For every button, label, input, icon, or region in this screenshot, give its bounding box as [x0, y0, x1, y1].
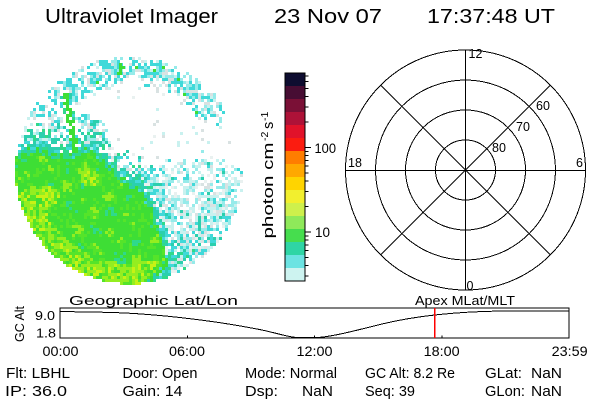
svg-text:0: 0: [467, 279, 474, 293]
svg-text:18:00: 18:00: [424, 344, 460, 359]
svg-text:00:00: 00:00: [43, 344, 79, 359]
svg-text:Seq: 39: Seq: 39: [365, 384, 415, 400]
svg-text:6: 6: [576, 156, 583, 170]
svg-text:GLat:: GLat:: [485, 366, 522, 382]
svg-text:9.0: 9.0: [35, 309, 55, 323]
svg-text:NaN: NaN: [531, 384, 562, 400]
svg-text:Geographic Lat/Lon: Geographic Lat/Lon: [69, 294, 238, 308]
svg-text:GLon:: GLon:: [485, 384, 525, 400]
svg-text:GC Alt: 8.2 Re: GC Alt: 8.2 Re: [365, 366, 455, 382]
svg-text:NaN: NaN: [531, 366, 562, 382]
svg-text:18: 18: [348, 156, 362, 170]
svg-text:23:59: 23:59: [552, 344, 588, 359]
svg-text:10: 10: [315, 224, 330, 240]
svg-text:s: s: [261, 122, 277, 129]
svg-text:70: 70: [516, 120, 530, 134]
svg-text:100: 100: [315, 140, 337, 156]
svg-text:GC Alt: GC Alt: [13, 305, 27, 342]
svg-text:Door: Open: Door: Open: [123, 366, 198, 382]
svg-text:Gain: 14: Gain: 14: [123, 384, 183, 400]
svg-text:12:00: 12:00: [297, 344, 333, 359]
svg-text:06:00: 06:00: [169, 344, 205, 359]
svg-text:Ultraviolet Imager: Ultraviolet Imager: [45, 6, 218, 28]
svg-text:-2: -2: [259, 132, 271, 141]
svg-text:Flt: LBHL: Flt: LBHL: [6, 366, 70, 382]
svg-text:IP: 36.0: IP: 36.0: [5, 384, 67, 400]
svg-text:-1: -1: [259, 112, 271, 121]
svg-text:17:37:48 UT: 17:37:48 UT: [427, 6, 555, 28]
svg-text:60: 60: [536, 99, 550, 113]
svg-text:Mode: Normal: Mode: Normal: [245, 366, 337, 382]
svg-text:12: 12: [469, 47, 483, 61]
svg-text:23 Nov 07: 23 Nov 07: [274, 6, 382, 28]
svg-text:1.8: 1.8: [36, 327, 56, 341]
svg-text:Dsp:: Dsp:: [245, 384, 278, 400]
svg-text:Apex MLat/MLT: Apex MLat/MLT: [415, 294, 515, 308]
svg-text:80: 80: [492, 141, 506, 155]
svg-text:NaN: NaN: [302, 384, 333, 400]
svg-text:photon cm: photon cm: [261, 143, 277, 239]
